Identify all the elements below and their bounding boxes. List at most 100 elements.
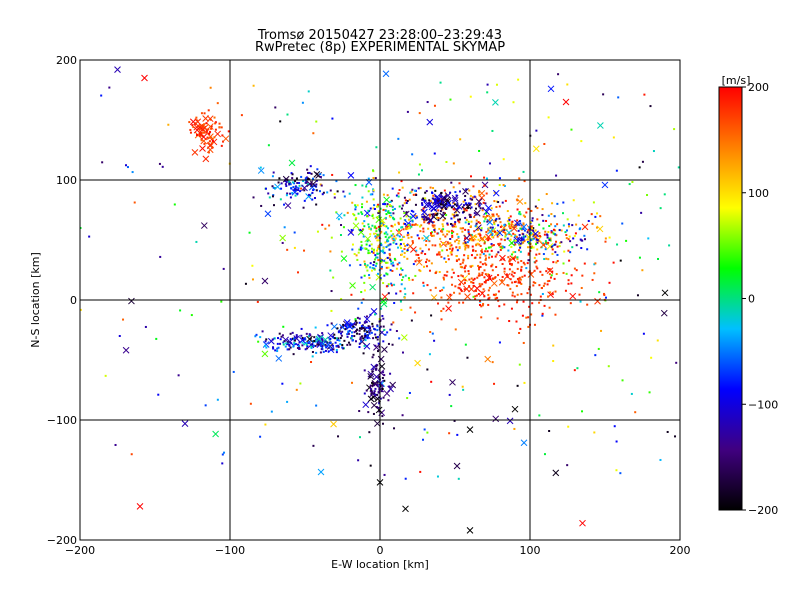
data-point <box>316 168 319 171</box>
data-point <box>415 253 418 256</box>
data-point <box>484 262 487 265</box>
data-point <box>370 269 373 272</box>
data-point <box>482 288 485 291</box>
data-point <box>475 219 478 222</box>
data-point <box>512 232 515 235</box>
data-point <box>382 340 385 343</box>
data-point <box>418 259 421 262</box>
data-point <box>497 251 500 254</box>
data-point <box>303 338 306 341</box>
data-point <box>467 202 470 205</box>
data-point-cross <box>486 218 494 226</box>
data-point <box>401 351 404 354</box>
data-point <box>417 257 420 260</box>
data-point-cross <box>511 405 519 413</box>
data-point <box>488 275 491 278</box>
data-point <box>485 192 488 195</box>
data-point <box>464 248 467 251</box>
data-point <box>392 212 395 215</box>
data-point <box>379 397 382 400</box>
data-point <box>642 332 645 335</box>
data-point <box>277 337 280 340</box>
data-point <box>442 278 445 281</box>
data-point-cross <box>375 274 383 281</box>
data-point <box>472 281 475 284</box>
data-point <box>362 327 365 330</box>
data-point <box>449 223 452 226</box>
data-point <box>621 222 624 225</box>
data-point <box>463 209 466 212</box>
data-point <box>555 240 558 243</box>
data-point <box>487 293 490 296</box>
data-point <box>421 215 424 218</box>
data-point <box>472 196 475 199</box>
data-point <box>294 194 297 197</box>
data-point <box>546 283 549 286</box>
chart-subtitle: RwPretec (8p) EXPERIMENTAL SKYMAP <box>255 40 505 55</box>
data-point <box>516 224 519 227</box>
data-point <box>259 336 262 339</box>
data-point <box>562 212 565 215</box>
data-point <box>535 238 538 241</box>
data-point <box>596 212 599 215</box>
data-point-cross <box>400 334 408 341</box>
data-point <box>446 230 449 233</box>
data-point <box>619 472 622 475</box>
data-point-cross <box>594 297 601 305</box>
data-point <box>350 331 353 334</box>
data-point <box>551 270 554 273</box>
data-point <box>638 166 641 169</box>
data-point <box>398 205 401 208</box>
data-point-cross <box>496 229 504 237</box>
data-point <box>490 255 493 258</box>
data-point <box>221 134 224 137</box>
data-point <box>514 256 517 259</box>
data-point <box>347 332 350 335</box>
data-point-cross <box>136 503 144 510</box>
data-point <box>557 73 560 76</box>
data-point <box>468 278 471 281</box>
data-point <box>387 210 390 213</box>
data-point <box>524 202 527 205</box>
data-point <box>297 345 300 348</box>
data-point <box>434 199 437 202</box>
data-point <box>505 273 508 276</box>
data-point <box>440 296 443 299</box>
data-point <box>621 379 624 382</box>
data-point <box>520 293 523 296</box>
data-point <box>104 374 107 377</box>
data-point <box>455 259 458 262</box>
data-point <box>656 339 659 342</box>
data-point <box>574 232 577 235</box>
data-point <box>389 235 392 238</box>
data-point <box>331 344 334 347</box>
data-point <box>469 216 472 219</box>
data-point <box>526 292 529 295</box>
data-point <box>385 285 388 288</box>
data-point <box>335 211 338 214</box>
data-point <box>521 275 524 278</box>
data-point <box>401 186 404 189</box>
data-point <box>443 257 446 260</box>
data-point <box>335 345 338 348</box>
data-point <box>281 382 284 385</box>
data-point <box>619 259 622 262</box>
data-point <box>299 190 302 193</box>
data-point <box>565 234 568 237</box>
data-point <box>391 208 394 211</box>
data-point <box>518 212 521 215</box>
data-point <box>536 218 539 221</box>
data-point <box>495 217 498 220</box>
data-point <box>564 231 567 234</box>
data-point <box>205 122 208 125</box>
data-point <box>251 278 254 281</box>
data-point <box>450 276 453 279</box>
data-point <box>405 226 408 229</box>
data-point <box>399 290 402 293</box>
data-point <box>356 328 359 331</box>
data-point <box>312 444 315 447</box>
data-point <box>486 250 489 253</box>
data-point <box>378 410 381 413</box>
data-point <box>314 197 317 200</box>
